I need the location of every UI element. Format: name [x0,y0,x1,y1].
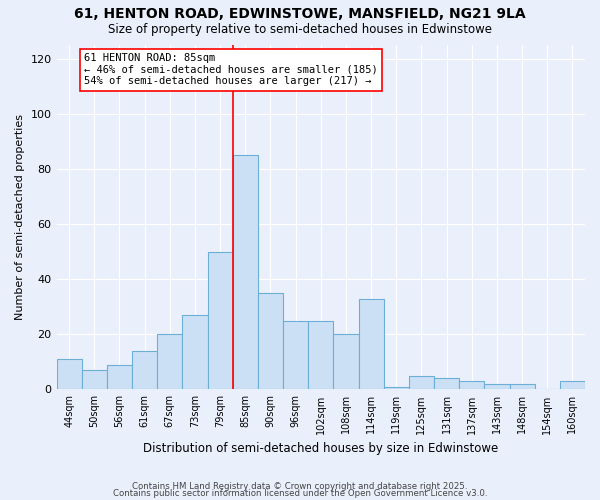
Bar [233,155,258,390]
Bar [258,293,283,390]
Text: Contains public sector information licensed under the Open Government Licence v3: Contains public sector information licen… [113,490,487,498]
Bar [157,334,182,390]
Text: 61, HENTON ROAD, EDWINSTOWE, MANSFIELD, NG21 9LA: 61, HENTON ROAD, EDWINSTOWE, MANSFIELD, … [74,8,526,22]
Bar [509,384,535,390]
Bar [56,359,82,390]
Bar [334,334,359,390]
Bar [560,381,585,390]
Y-axis label: Number of semi-detached properties: Number of semi-detached properties [15,114,25,320]
Bar [283,320,308,390]
Bar [132,351,157,390]
Bar [208,252,233,390]
Text: Contains HM Land Registry data © Crown copyright and database right 2025.: Contains HM Land Registry data © Crown c… [132,482,468,491]
Bar [359,298,383,390]
Text: 61 HENTON ROAD: 85sqm
← 46% of semi-detached houses are smaller (185)
54% of sem: 61 HENTON ROAD: 85sqm ← 46% of semi-deta… [84,54,378,86]
Bar [383,386,409,390]
Text: Size of property relative to semi-detached houses in Edwinstowe: Size of property relative to semi-detach… [108,22,492,36]
Bar [459,381,484,390]
Bar [409,376,434,390]
Bar [82,370,107,390]
Bar [182,315,208,390]
Bar [434,378,459,390]
Bar [484,384,509,390]
Bar [308,320,334,390]
X-axis label: Distribution of semi-detached houses by size in Edwinstowe: Distribution of semi-detached houses by … [143,442,499,455]
Bar [107,364,132,390]
